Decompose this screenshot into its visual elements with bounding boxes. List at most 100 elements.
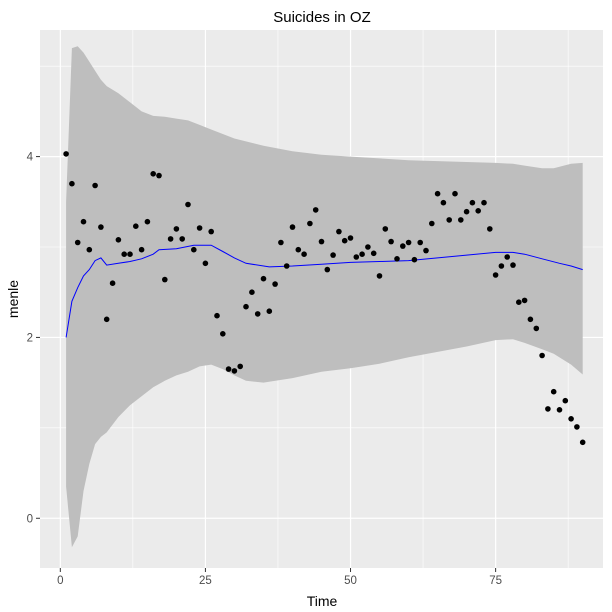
data-point (127, 251, 133, 257)
data-point (243, 303, 249, 310)
data-point (173, 226, 180, 232)
data-point (539, 352, 545, 359)
data-point (69, 180, 75, 187)
data-point (481, 199, 487, 206)
data-point (458, 217, 464, 223)
data-point (74, 239, 81, 246)
data-point (504, 254, 511, 260)
data-point (167, 236, 174, 242)
data-point (196, 225, 203, 231)
data-point (109, 280, 116, 287)
x-tick-label: 75 (489, 575, 502, 587)
data-point (417, 239, 424, 246)
data-point (283, 263, 290, 269)
data-point (510, 262, 516, 268)
data-point (550, 388, 557, 395)
data-point (359, 251, 365, 257)
data-point (144, 218, 151, 225)
data-point (185, 201, 191, 208)
data-point (370, 250, 377, 257)
data-point (429, 220, 435, 227)
data-point (382, 226, 389, 232)
y-tick-label: 4 (27, 152, 34, 164)
data-point (295, 246, 302, 253)
data-point (138, 246, 145, 253)
data-point (446, 217, 453, 223)
x-tick-label: 0 (57, 575, 63, 587)
data-point (278, 239, 284, 246)
data-point (341, 237, 348, 244)
data-point (307, 220, 313, 227)
data-point (376, 273, 383, 279)
data-point (162, 276, 168, 283)
data-point (272, 281, 278, 287)
data-point (156, 172, 162, 179)
data-point (214, 312, 220, 319)
x-axis-title: Time (307, 593, 338, 609)
confidence-ribbon (66, 46, 583, 548)
data-point (400, 243, 406, 249)
data-point (266, 308, 273, 315)
data-point (115, 237, 122, 243)
data-point (208, 228, 214, 235)
data-point (202, 260, 209, 267)
data-point (487, 226, 493, 232)
data-point (86, 246, 93, 253)
data-point (556, 407, 563, 413)
data-point (579, 439, 586, 446)
data-point (237, 363, 243, 370)
y-tick-label: 0 (27, 513, 33, 525)
data-point (516, 299, 522, 306)
data-point (324, 266, 331, 273)
data-point (312, 207, 319, 213)
data-point (545, 406, 551, 412)
data-point (80, 218, 87, 225)
data-point (411, 256, 418, 263)
data-point (225, 366, 232, 372)
x-tick-labels: 0 25 50 75 (57, 575, 502, 587)
data-point (249, 289, 255, 296)
data-point (150, 171, 156, 177)
data-point (388, 238, 394, 245)
data-point (533, 325, 540, 332)
fitted-line (65, 244, 583, 338)
data-point (330, 252, 336, 258)
data-point (440, 199, 447, 206)
y-tick-labels: 0 2 4 (27, 152, 34, 526)
data-point (260, 275, 267, 282)
data-point (191, 246, 197, 253)
data-point (231, 368, 238, 374)
y-tick-label: 2 (27, 332, 33, 344)
data-point (353, 254, 360, 260)
data-point (469, 199, 476, 206)
data-point (63, 151, 69, 157)
data-point (405, 239, 412, 246)
data-point (475, 208, 482, 214)
data-point (92, 182, 98, 189)
data-point (254, 311, 261, 317)
data-point (568, 416, 574, 422)
data-point (336, 228, 342, 235)
data-point (492, 272, 499, 278)
data-point (301, 251, 307, 257)
data-point (318, 238, 325, 245)
data-point (527, 316, 534, 323)
data-point (574, 424, 580, 430)
axis-ticks (36, 156, 497, 572)
data-point (365, 244, 371, 250)
data-point (103, 316, 110, 323)
data-point (521, 297, 528, 304)
data-point (562, 397, 569, 404)
data-point (434, 190, 441, 197)
data-point (133, 223, 139, 229)
data-point (452, 190, 458, 197)
data-point (347, 235, 354, 241)
data-point (179, 236, 185, 242)
data-point (394, 255, 400, 262)
data-points (63, 151, 586, 446)
y-axis-title: menle (5, 280, 21, 318)
chart-title: Suicides in OZ (273, 9, 371, 26)
data-point (98, 224, 104, 230)
data-point (463, 208, 470, 215)
